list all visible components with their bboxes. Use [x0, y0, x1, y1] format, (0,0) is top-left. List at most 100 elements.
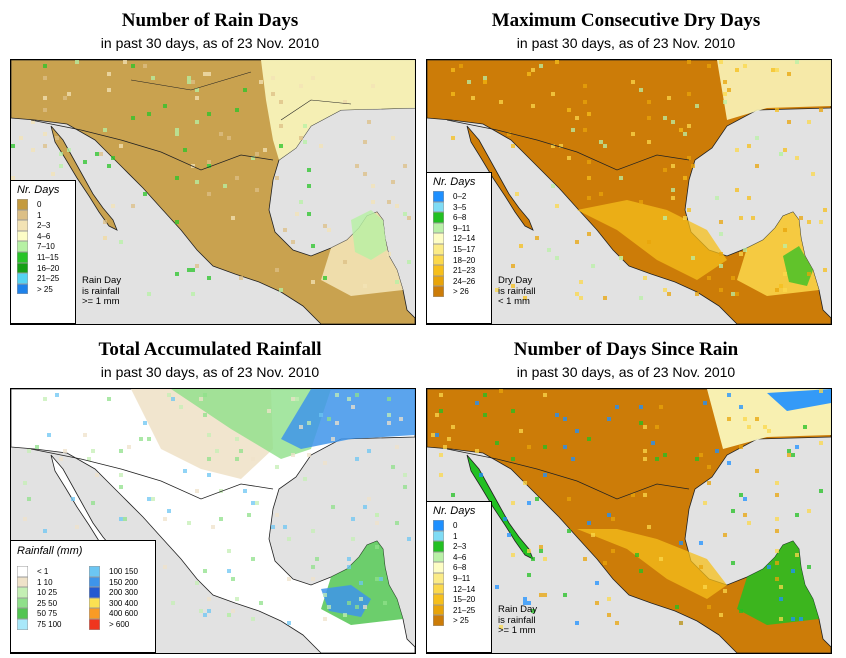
legend-item: 24–26 [427, 275, 491, 287]
grid-cell [807, 565, 811, 569]
legend-swatch [17, 597, 28, 609]
legend-swatch [89, 597, 100, 609]
grid-cell [75, 60, 79, 64]
grid-cell [279, 100, 283, 104]
grid-cell [203, 569, 207, 573]
grid-cell [687, 156, 691, 160]
grid-cell [43, 64, 47, 68]
legend-swatch [433, 530, 444, 542]
grid-cell [503, 517, 507, 521]
grid-cell [219, 517, 223, 521]
grid-cell [207, 433, 211, 437]
grid-cell [23, 481, 27, 485]
legend-label: 1 10 [37, 577, 53, 587]
grid-cell [595, 581, 599, 585]
grid-cell [787, 120, 791, 124]
grid-cell [167, 509, 171, 513]
legend-swatch [433, 201, 444, 213]
grid-cell [131, 64, 135, 68]
grid-cell [123, 517, 127, 521]
grid-cell [59, 457, 63, 461]
grid-cell [543, 393, 547, 397]
grid-cell [403, 212, 407, 216]
grid-cell [367, 449, 371, 453]
legend-label: 300 400 [109, 598, 138, 608]
legend-title: Nr. Days [17, 184, 60, 196]
grid-cell [347, 601, 351, 605]
grid-cell [639, 296, 643, 300]
grid-cell [475, 449, 479, 453]
grid-cell [239, 449, 243, 453]
legend-swatch [17, 209, 28, 221]
grid-cell [795, 60, 799, 64]
grid-cell [747, 196, 751, 200]
grid-cell [287, 621, 291, 625]
grid-cell [195, 120, 199, 124]
grid-cell [723, 589, 727, 593]
grid-cell [575, 240, 579, 244]
grid-cell [323, 461, 327, 465]
grid-cell [407, 260, 411, 264]
grid-cell [727, 417, 731, 421]
grid-cell [439, 393, 443, 397]
grid-cell [279, 144, 283, 148]
legend-item: > 25 [11, 283, 75, 295]
legend-label: 12–14 [453, 234, 476, 244]
grid-cell [771, 68, 775, 72]
grid-cell [319, 413, 323, 417]
legend-item: > 600 [83, 618, 155, 630]
grid-cell [531, 609, 535, 613]
grid-cell [255, 188, 259, 192]
grid-cell [779, 152, 783, 156]
grid-cell [795, 156, 799, 160]
grid-cell [119, 473, 123, 477]
grid-cell [259, 601, 263, 605]
grid-cell [483, 80, 487, 84]
legend-label: 11–15 [37, 252, 59, 262]
grid-cell [275, 176, 279, 180]
southeast-green-region [737, 541, 819, 625]
grid-cell [399, 417, 403, 421]
grid-cell [551, 92, 555, 96]
legend-item: 18–20 [427, 254, 491, 266]
grid-cell [527, 445, 531, 449]
grid-cell [775, 529, 779, 533]
grid-cell [807, 220, 811, 224]
grid-cell [279, 288, 283, 292]
legend-item: 50 75 [11, 608, 83, 619]
grid-cell [119, 449, 123, 453]
legend-title: Rainfall (mm) [17, 545, 83, 557]
grid-cell [295, 397, 299, 401]
grid-cell [579, 280, 583, 284]
southeast-green [783, 246, 813, 286]
legend-dry-days: Nr. Days 0–2 3–5 6–8 9–11 12–14 15–17 18–20 21–… [426, 172, 492, 324]
grid-cell [663, 288, 667, 292]
grid-cell [727, 461, 731, 465]
grid-cell [695, 104, 699, 108]
legend-swatch [433, 243, 444, 255]
grid-cell [603, 561, 607, 565]
grid-cell [287, 577, 291, 581]
grid-cell [647, 240, 651, 244]
legend-swatch [17, 273, 28, 284]
legend-swatch [17, 283, 28, 295]
central-yellow-region [577, 529, 727, 599]
grid-cell [311, 577, 315, 581]
grid-cell [791, 569, 795, 573]
grid-cell [535, 497, 539, 501]
grid-cell [243, 88, 247, 92]
legend-label: 4–6 [453, 552, 467, 562]
grid-cell [451, 68, 455, 72]
grid-cell [43, 529, 47, 533]
grid-cell [639, 421, 643, 425]
grid-cell [375, 577, 379, 581]
grid-cell [387, 397, 391, 401]
northeast-light-region [717, 60, 831, 120]
grid-cell [291, 397, 295, 401]
grid-cell [271, 76, 275, 80]
legend-item: 3–5 [427, 201, 491, 213]
grid-cell [483, 413, 487, 417]
grid-cell [235, 457, 239, 461]
grid-cell [355, 457, 359, 461]
grid-cell [43, 397, 47, 401]
